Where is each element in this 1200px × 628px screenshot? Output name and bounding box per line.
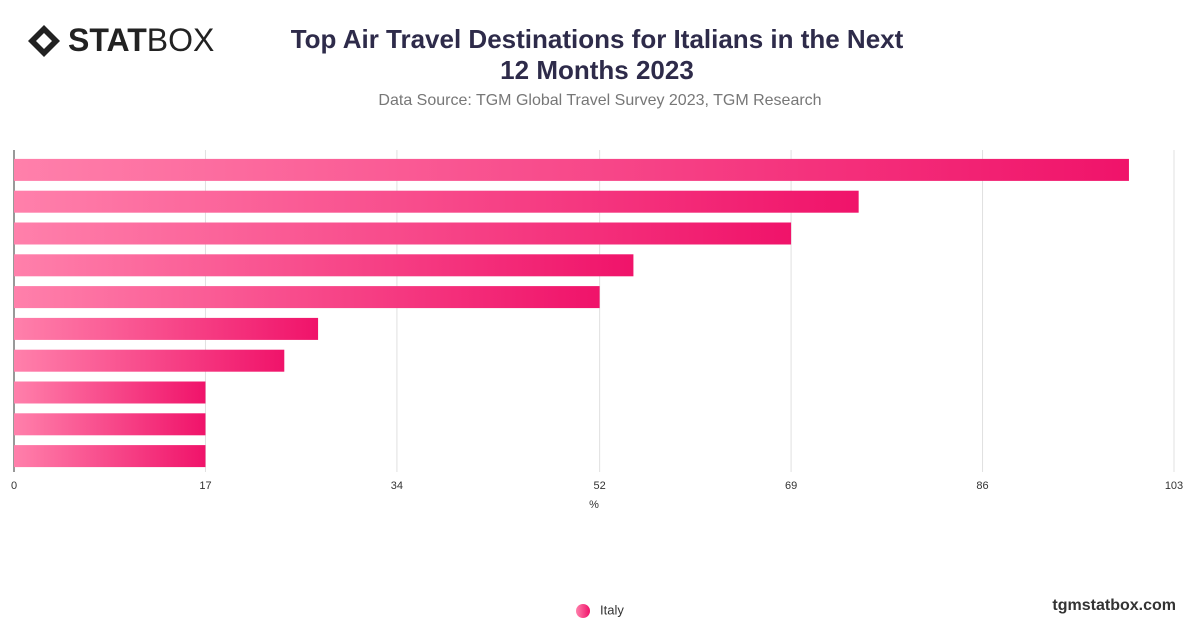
x-tick-label: 34 (391, 480, 403, 492)
legend-label: Italy (600, 602, 624, 617)
bar (14, 254, 634, 277)
bar (14, 445, 206, 468)
chart-title: Top Air Travel Destinations for Italians… (290, 24, 904, 85)
bar (14, 413, 206, 436)
bar (14, 190, 859, 213)
logo-icon (28, 24, 60, 57)
bar (14, 222, 792, 245)
bar (14, 317, 319, 340)
x-tick-label: 17 (199, 480, 211, 492)
bar (14, 349, 285, 372)
x-tick-label: 86 (976, 480, 988, 492)
logo-light: BOX (146, 22, 215, 58)
x-tick-label: 0 (11, 480, 17, 492)
x-tick-label: 103 (1165, 480, 1183, 492)
bar (14, 286, 600, 309)
chart-subtitle: Data Source: TGM Global Travel Survey 20… (378, 92, 822, 109)
footer: tgmstatbox.com (1052, 597, 1176, 614)
x-axis-label: % (589, 499, 599, 511)
logo-bold: STAT (68, 22, 147, 58)
x-tick-label: 52 (594, 480, 606, 492)
legend-marker (576, 604, 590, 618)
x-tick-label: 69 (785, 480, 797, 492)
bar (14, 158, 1129, 181)
bar (14, 381, 206, 404)
logo: STATBOX (26, 22, 214, 59)
